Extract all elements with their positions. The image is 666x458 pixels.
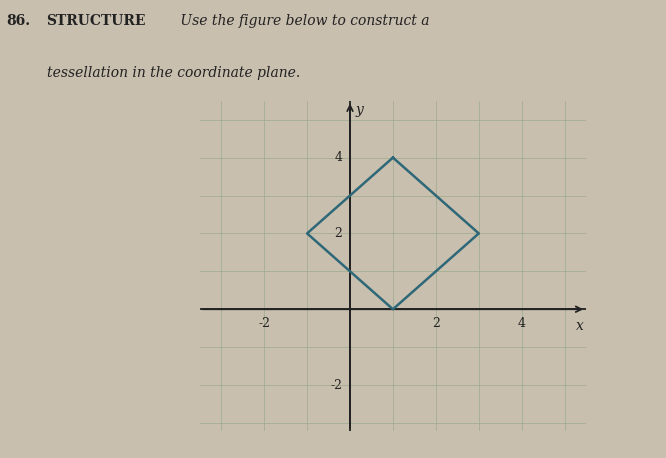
- Text: 2: 2: [432, 317, 440, 330]
- Text: x: x: [576, 319, 584, 333]
- Text: -2: -2: [258, 317, 270, 330]
- Text: y: y: [355, 103, 363, 117]
- Text: 86.: 86.: [7, 14, 31, 28]
- Text: 4: 4: [517, 317, 525, 330]
- Text: 4: 4: [334, 151, 342, 164]
- Text: -2: -2: [330, 378, 342, 392]
- Text: STRUCTURE: STRUCTURE: [47, 14, 146, 28]
- Text: 2: 2: [334, 227, 342, 240]
- Text: Use the figure below to construct a: Use the figure below to construct a: [176, 14, 430, 28]
- Text: tessellation in the coordinate plane.: tessellation in the coordinate plane.: [47, 66, 300, 81]
